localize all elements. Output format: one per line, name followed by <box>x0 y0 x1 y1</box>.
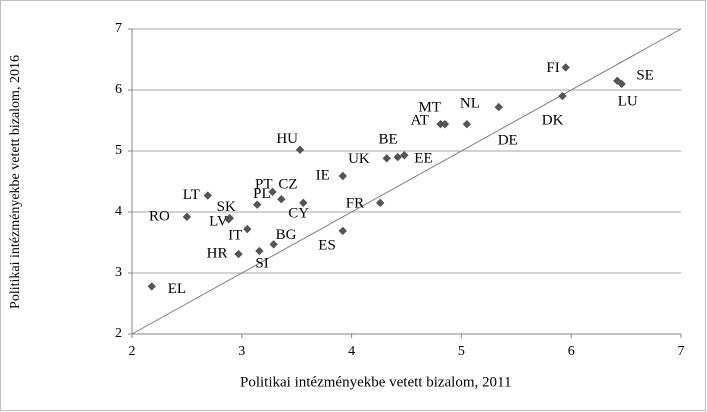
point-label: UK <box>348 151 370 167</box>
y-tick-label: 2 <box>115 326 122 341</box>
point-label: SK <box>217 199 236 215</box>
data-point <box>243 224 252 234</box>
x-tick-label: 5 <box>458 344 465 359</box>
x-tick-label: 4 <box>348 344 355 359</box>
data-point <box>277 194 286 204</box>
x-axis-title: Politikai intézményekbe vetett bizalom, … <box>240 374 511 390</box>
point-label: EE <box>414 151 432 167</box>
point-label: LT <box>183 187 200 203</box>
data-point <box>268 187 277 197</box>
point-label: BG <box>276 227 297 243</box>
data-point <box>338 171 348 181</box>
point-label: PL <box>253 186 271 202</box>
data-point <box>255 246 264 256</box>
data-point <box>558 91 567 101</box>
data-point <box>617 79 626 89</box>
point-label: PT <box>255 176 273 192</box>
point-label: RO <box>149 208 170 224</box>
x-tick-label: 3 <box>238 344 245 359</box>
data-point <box>613 76 622 86</box>
x-tick-label: 2 <box>129 344 136 359</box>
point-label: EL <box>168 281 186 297</box>
point-label: IT <box>228 228 242 244</box>
data-point <box>225 213 234 223</box>
point-label: NL <box>460 96 480 112</box>
point-label: LU <box>618 93 638 109</box>
point-label: SE <box>636 67 654 83</box>
data-point <box>400 151 409 160</box>
data-point <box>382 154 391 163</box>
y-tick-label: 5 <box>115 143 122 158</box>
data-point <box>203 191 212 200</box>
data-point <box>338 226 348 236</box>
diagonal-reference <box>131 28 682 335</box>
point-label: HR <box>207 246 228 262</box>
x-tick-label: 7 <box>678 344 685 359</box>
point-label: FR <box>346 195 364 211</box>
x-tick-label: 6 <box>568 344 575 359</box>
data-point <box>494 102 503 112</box>
point-label: IE <box>316 167 330 183</box>
point-label: HU <box>276 131 298 147</box>
y-tick-label: 7 <box>115 21 122 36</box>
y-axis-title: Politikai intézményekbe vetett bizalom, … <box>8 55 23 309</box>
data-point <box>462 119 472 129</box>
y-tick-label: 6 <box>115 82 122 97</box>
data-point <box>375 198 385 208</box>
data-point <box>234 249 243 259</box>
y-tick-label: 3 <box>115 265 122 280</box>
point-label: FI <box>546 60 559 76</box>
point-label: DE <box>498 133 518 149</box>
data-point <box>436 119 445 129</box>
point-label: BE <box>379 132 398 148</box>
point-label: DK <box>542 113 564 129</box>
data-point <box>252 200 262 209</box>
point-label: CY <box>288 205 309 221</box>
point-label: CZ <box>278 177 297 193</box>
point-label: MT <box>419 100 442 116</box>
data-point <box>147 282 156 291</box>
data-point <box>269 240 278 249</box>
data-point <box>561 63 570 72</box>
data-point <box>182 212 192 222</box>
point-label: LV <box>209 214 228 230</box>
point-label: AT <box>411 113 429 129</box>
y-tick-label: 4 <box>115 204 122 219</box>
data-point <box>299 198 308 208</box>
point-label: SI <box>255 255 268 271</box>
point-label: ES <box>318 237 336 253</box>
data-point <box>440 119 450 129</box>
data-point <box>393 152 402 162</box>
data-point <box>295 145 305 154</box>
